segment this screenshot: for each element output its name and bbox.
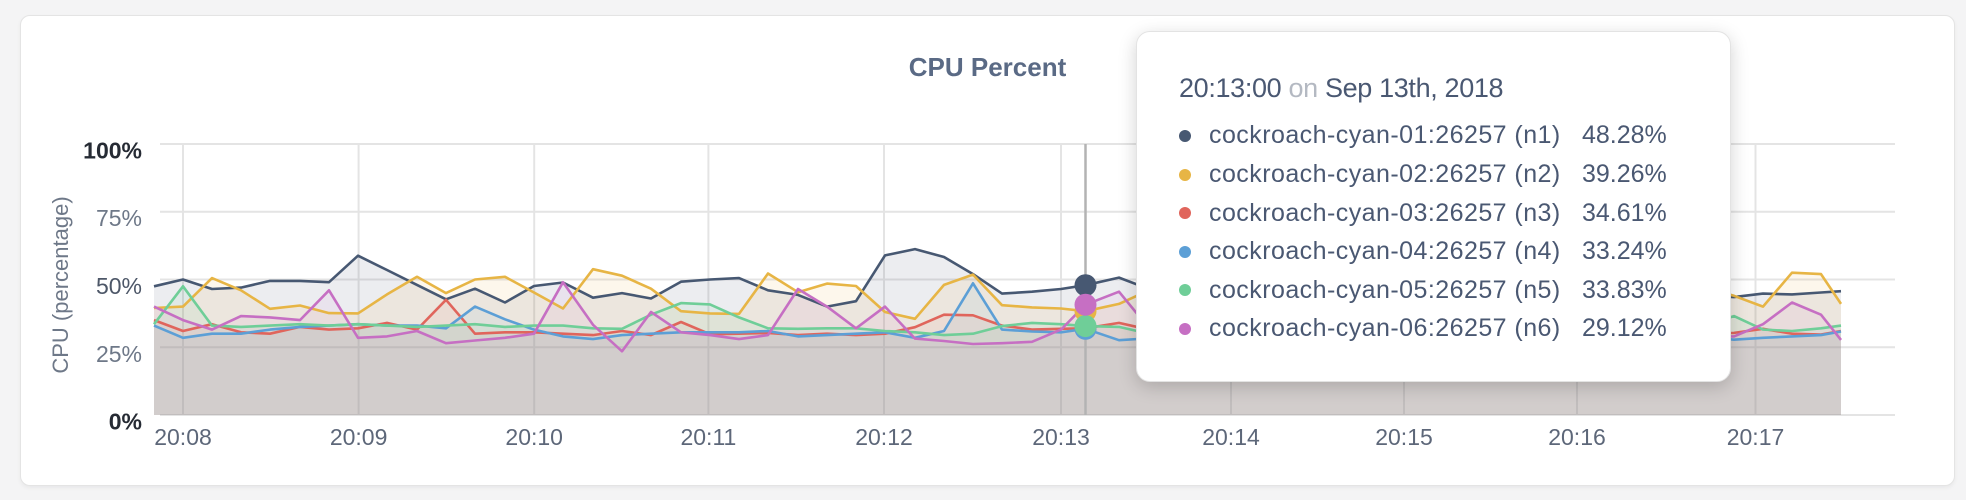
svg-text:CPU (percentage): CPU (percentage) — [48, 196, 73, 373]
svg-text:20:16: 20:16 — [1548, 424, 1606, 450]
svg-text:25%: 25% — [96, 341, 142, 367]
svg-text:20:09: 20:09 — [330, 424, 388, 450]
svg-text:75%: 75% — [96, 205, 142, 231]
svg-text:20:11: 20:11 — [680, 424, 736, 450]
svg-text:20:10: 20:10 — [505, 424, 563, 450]
svg-text:100%: 100% — [83, 138, 142, 164]
svg-text:20:14: 20:14 — [1202, 424, 1260, 450]
svg-text:20:08: 20:08 — [154, 424, 212, 450]
svg-text:20:12: 20:12 — [855, 424, 913, 450]
svg-text:0%: 0% — [109, 409, 142, 435]
svg-text:20:13: 20:13 — [1032, 424, 1090, 450]
svg-text:20:17: 20:17 — [1727, 424, 1785, 450]
svg-text:20:15: 20:15 — [1375, 424, 1433, 450]
svg-text:50%: 50% — [96, 273, 142, 299]
